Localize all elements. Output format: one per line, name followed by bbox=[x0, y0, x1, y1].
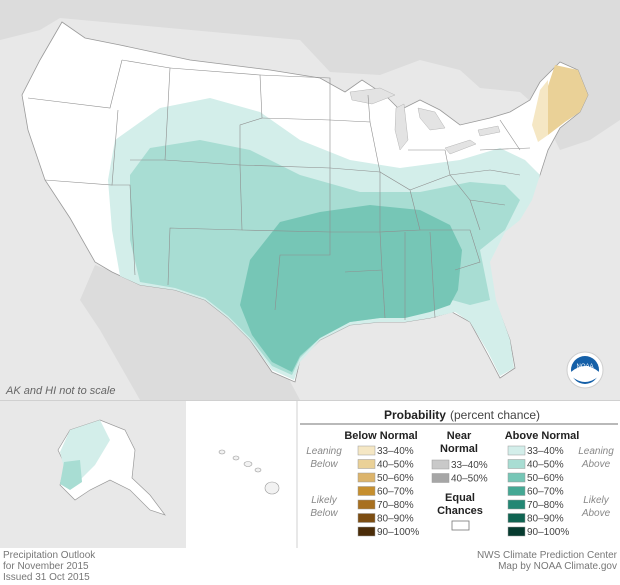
likely-below-label-line1: Likely bbox=[311, 495, 338, 506]
leaning-below-label-line1: Leaning bbox=[306, 446, 342, 457]
above-swatch-2 bbox=[507, 472, 526, 483]
near-normal-header-line2: Normal bbox=[440, 443, 478, 455]
above-range-label-2: 50–60% bbox=[527, 473, 564, 484]
above-range-label-0: 33–40% bbox=[527, 446, 564, 457]
footer-left-line1: Precipitation Outlook bbox=[3, 550, 96, 561]
below-range-label-5: 80–90% bbox=[377, 514, 414, 525]
equal-chances-label-line2: Chances bbox=[437, 505, 483, 517]
logo-text: NOAA bbox=[576, 364, 593, 370]
below-swatch-6 bbox=[357, 526, 376, 537]
above-swatch-6 bbox=[507, 526, 526, 537]
mexico-land bbox=[80, 265, 300, 400]
equal-chances-swatch bbox=[451, 520, 470, 531]
leaning-above-label-line1: Leaning bbox=[578, 446, 614, 457]
hawaii-islands bbox=[218, 449, 280, 495]
above-range-label-4: 70–80% bbox=[527, 500, 564, 511]
above-range-label-5: 80–90% bbox=[527, 514, 564, 525]
above-range-label-3: 60–70% bbox=[527, 487, 564, 498]
legend: Probability (percent chance) Below Normal… bbox=[300, 408, 618, 538]
above-swatch-4 bbox=[507, 499, 526, 510]
above-normal-header: Above Normal bbox=[505, 430, 580, 442]
below-swatch-0 bbox=[357, 445, 376, 456]
above-normal-swatches: 33–40% 40–50% 50–60% 60–70% 70–80% 80–90% 90–1… bbox=[507, 445, 569, 538]
canada-land bbox=[0, 0, 620, 150]
below-range-label-3: 60–70% bbox=[377, 487, 414, 498]
near-swatch-0 bbox=[431, 459, 450, 470]
lake-huron bbox=[417, 107, 446, 131]
lake-michigan bbox=[394, 103, 409, 151]
below-normal-swatches: 33–40% 40–50% 50–60% 60–70% 70–80% 80–90% 90–1… bbox=[357, 445, 419, 538]
below-swatch-5 bbox=[357, 513, 376, 523]
near-normal-swatches: 33–40% 40–50% bbox=[431, 459, 488, 485]
near-normal-header-line1: Near bbox=[447, 430, 472, 442]
likely-above-label-line2: Above bbox=[581, 508, 611, 519]
below-range-label-4: 70–80% bbox=[377, 500, 414, 511]
above-swatch-3 bbox=[507, 486, 526, 496]
great-lakes bbox=[349, 87, 501, 155]
map-scale-note: AK and HI not to scale bbox=[5, 385, 115, 397]
footer: Precipitation Outlook for November 2015 … bbox=[3, 550, 618, 583]
leaning-above-label-line2: Above bbox=[581, 459, 611, 470]
below-range-label-6: 90–100% bbox=[377, 527, 419, 538]
likely-below-label-line2: Below bbox=[310, 508, 338, 519]
footer-left-line3: Issued 31 Oct 2015 bbox=[3, 572, 90, 583]
above-normal-areas bbox=[108, 98, 540, 380]
alaska-shape bbox=[57, 419, 166, 516]
lake-superior bbox=[349, 87, 396, 105]
below-normal-areas bbox=[532, 65, 588, 142]
footer-left-line2: for November 2015 bbox=[3, 561, 89, 572]
above-swatch-5 bbox=[507, 513, 526, 523]
below-normal-header: Below Normal bbox=[344, 430, 417, 442]
footer-right-line1: NWS Climate Prediction Center bbox=[477, 550, 618, 561]
noaa-logo: NOAA bbox=[566, 351, 604, 389]
above-swatch-0 bbox=[507, 445, 526, 456]
below-swatch-1 bbox=[357, 459, 376, 469]
footer-right-line2: Map by NOAA Climate.gov bbox=[498, 561, 617, 572]
below-swatch-4 bbox=[357, 499, 376, 510]
above-50-60-area bbox=[240, 205, 462, 372]
above-range-label-6: 90–100% bbox=[527, 527, 569, 538]
leaning-below-label-line2: Below bbox=[310, 459, 338, 470]
equal-chances-label-line1: Equal bbox=[445, 492, 475, 504]
below-swatch-2 bbox=[357, 472, 376, 483]
above-swatch-1 bbox=[507, 459, 526, 469]
alaska-above-40-50 bbox=[60, 460, 82, 490]
below-range-label-2: 50–60% bbox=[377, 473, 414, 484]
lake-ontario bbox=[477, 125, 501, 137]
below-40-50-area bbox=[540, 65, 588, 135]
below-range-label-0: 33–40% bbox=[377, 446, 414, 457]
above-range-label-1: 40–50% bbox=[527, 460, 564, 471]
state-boundaries bbox=[27, 59, 531, 320]
below-swatch-3 bbox=[357, 486, 376, 496]
below-range-label-1: 40–50% bbox=[377, 460, 414, 471]
near-range-label-1: 40–50% bbox=[451, 474, 488, 485]
near-range-label-0: 33–40% bbox=[451, 460, 488, 471]
legend-title: Probability (percent chance) bbox=[384, 408, 540, 422]
likely-above-label-line1: Likely bbox=[583, 495, 610, 506]
hawaii-panel bbox=[186, 401, 296, 548]
below-33-40-area bbox=[532, 80, 548, 142]
lake-erie bbox=[444, 139, 477, 155]
near-swatch-1 bbox=[431, 473, 450, 483]
